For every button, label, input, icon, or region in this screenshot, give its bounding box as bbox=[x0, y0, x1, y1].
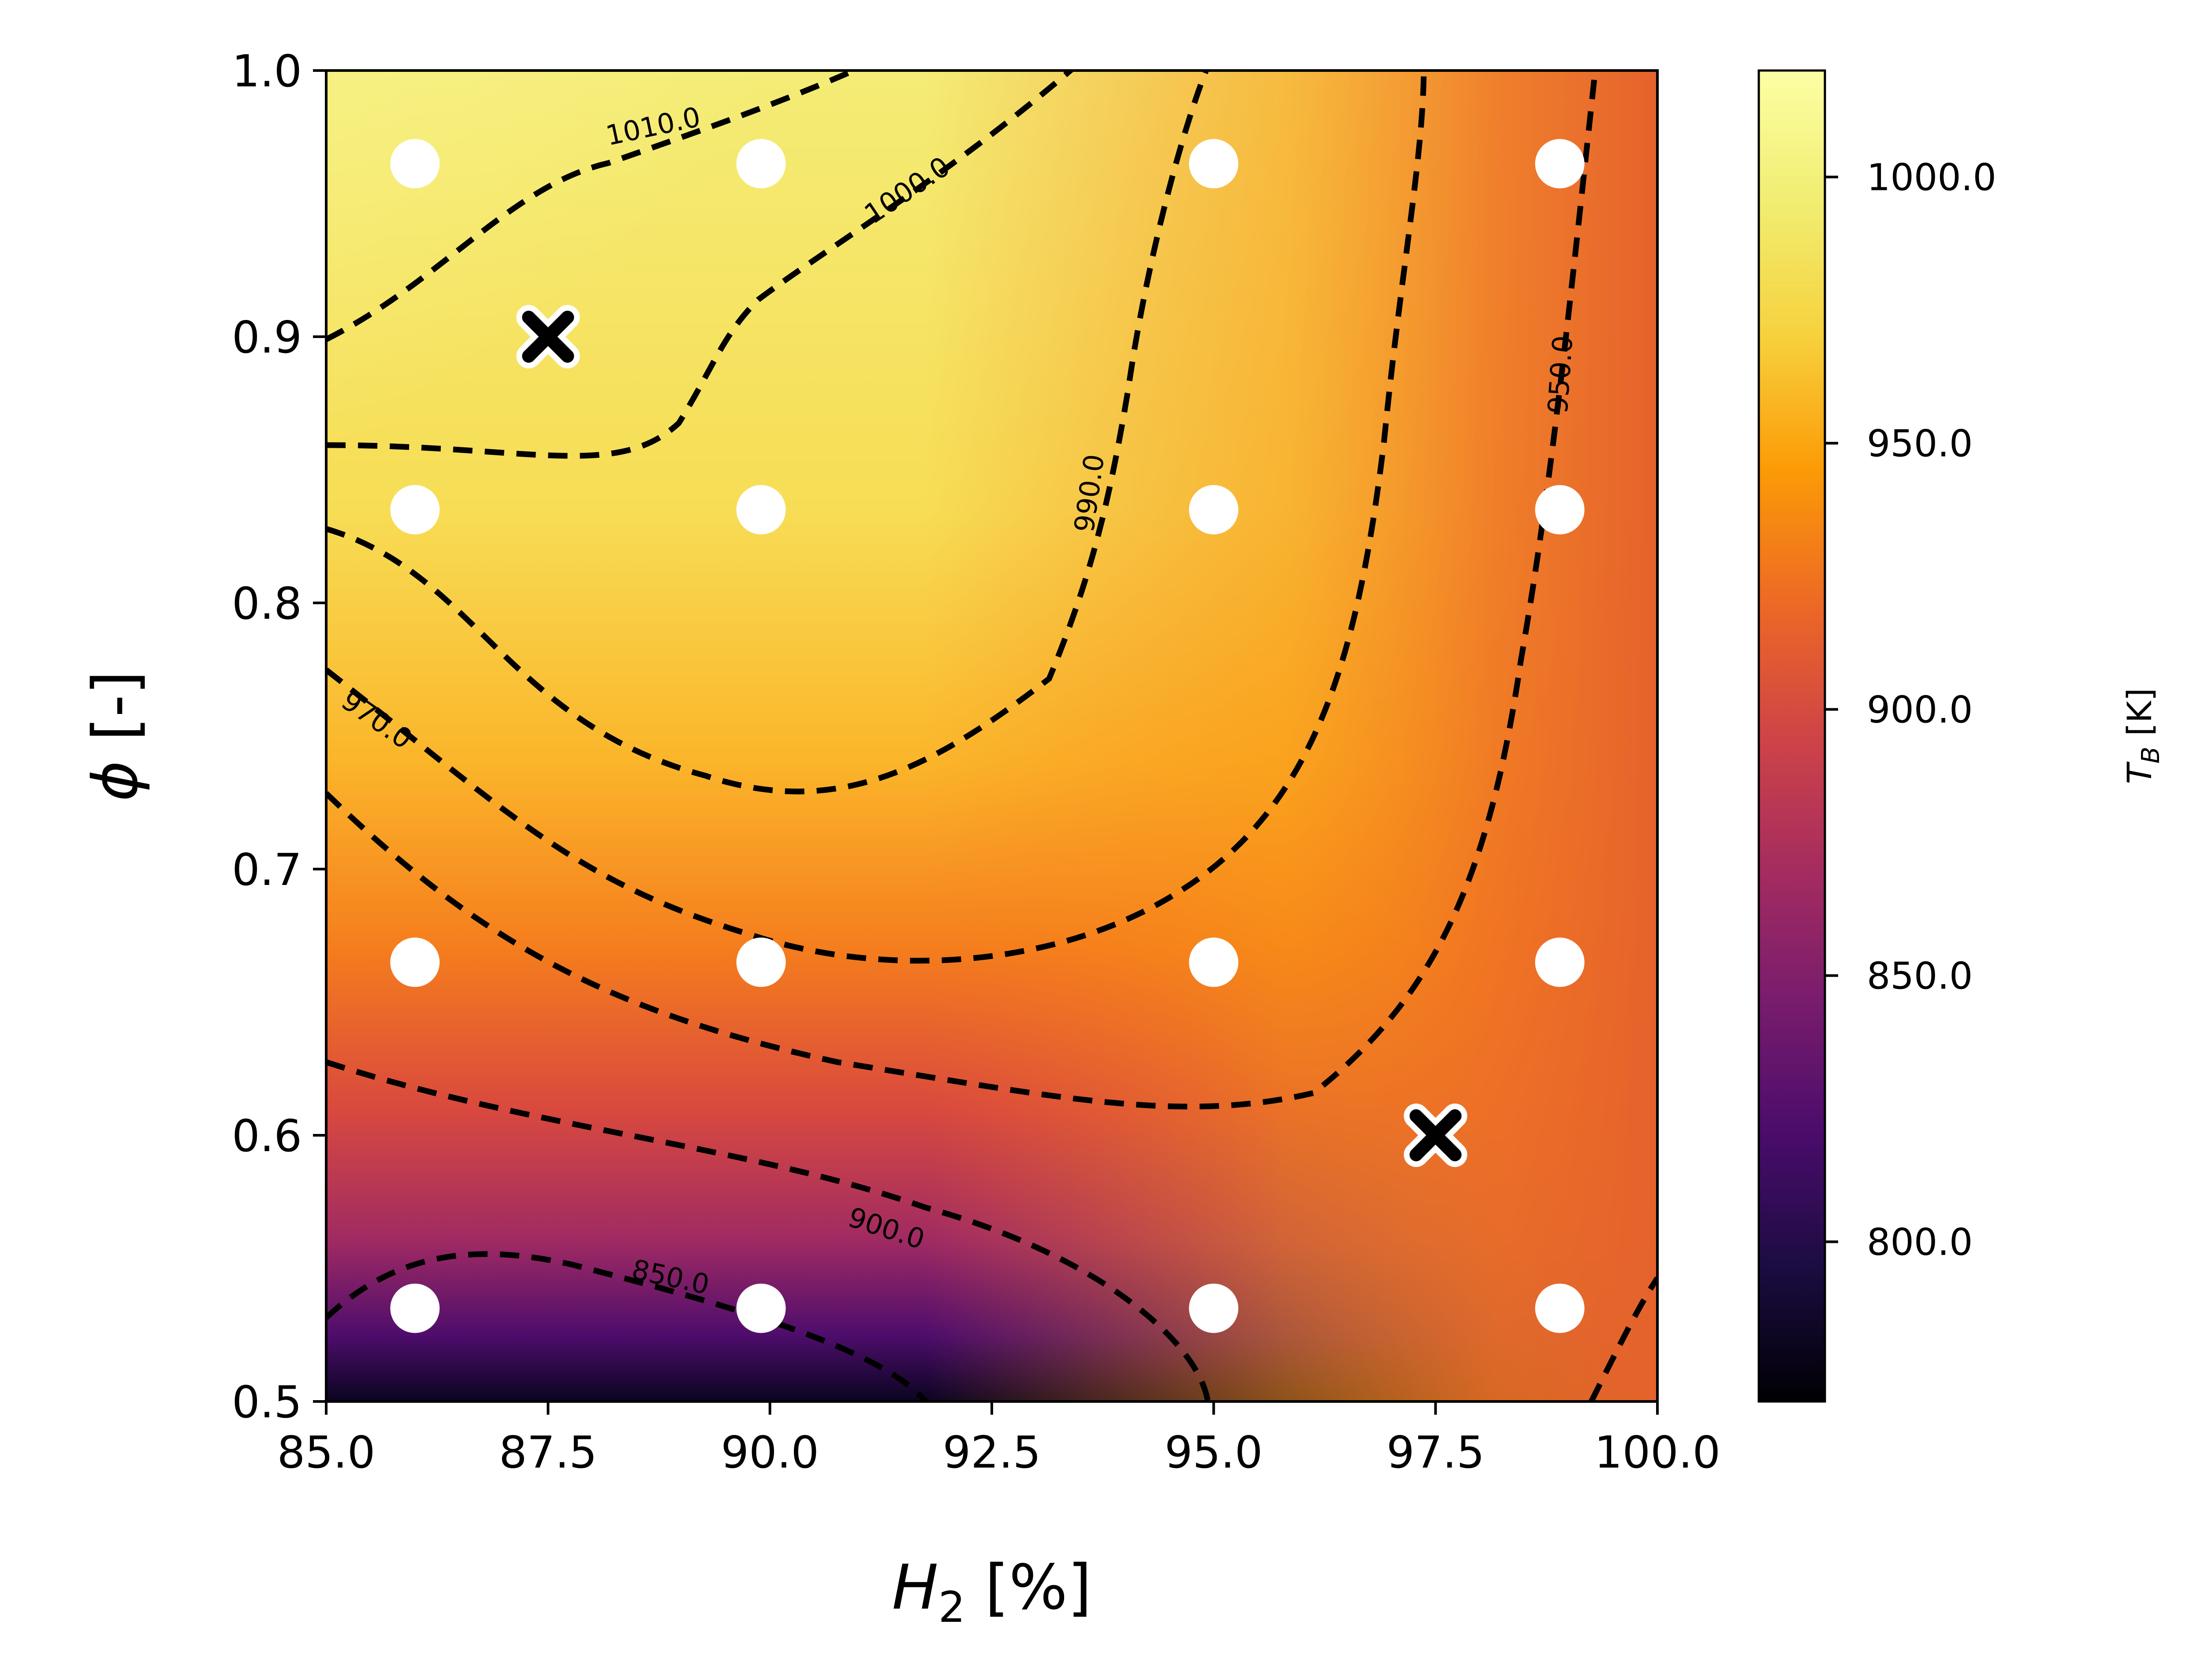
colorbar-title: TB [K] bbox=[2120, 688, 2165, 784]
sample-point-13 bbox=[736, 1283, 786, 1333]
sample-point-12 bbox=[390, 1283, 440, 1333]
contour-line-960 bbox=[326, 71, 1598, 1110]
sample-point-0 bbox=[390, 139, 440, 189]
y-tick-label-2: 0.7 bbox=[232, 844, 302, 896]
sample-point-11 bbox=[1535, 937, 1585, 987]
sample-point-4 bbox=[390, 485, 440, 535]
contour-lines bbox=[326, 71, 1657, 1401]
y-axis-title: ϕ [-] bbox=[80, 671, 152, 802]
x-axis: 85.0 87.5 90.0 92.5 95.0 97.5 100.0 bbox=[277, 1401, 1720, 1478]
sample-point-10 bbox=[1189, 937, 1239, 987]
colorbar-gradient bbox=[1757, 69, 1826, 1403]
x-tick-label-1: 87.5 bbox=[499, 1427, 597, 1478]
colorbar-tick-label-3: 950.0 bbox=[1867, 422, 1973, 465]
x-tick-label-5: 97.5 bbox=[1386, 1427, 1485, 1478]
sample-point-15 bbox=[1535, 1283, 1585, 1333]
heatmap-field bbox=[326, 71, 1657, 1401]
contour-line-1000 bbox=[326, 71, 1075, 459]
sample-point-14 bbox=[1189, 1283, 1239, 1333]
y-tick-label-1: 0.6 bbox=[232, 1110, 302, 1162]
sample-point-2 bbox=[1189, 139, 1239, 189]
sample-points bbox=[390, 139, 1585, 1333]
sample-point-7 bbox=[1535, 485, 1585, 535]
optimum-marker-0 bbox=[516, 305, 580, 368]
y-tick-label-5: 1.0 bbox=[232, 45, 302, 97]
sample-point-6 bbox=[1189, 485, 1239, 535]
sample-point-3 bbox=[1535, 139, 1585, 189]
y-tick-label-3: 0.8 bbox=[232, 578, 302, 629]
contour-line-970 bbox=[326, 71, 1427, 964]
colorbar-tick-label-2: 900.0 bbox=[1867, 688, 1973, 732]
x-tick-label-6: 100.0 bbox=[1594, 1427, 1720, 1478]
optimum-marker-1 bbox=[1404, 1104, 1467, 1167]
optimum-markers bbox=[516, 305, 1467, 1167]
contour-line-990 bbox=[326, 71, 1210, 795]
colorbar-tick-label-0: 800.0 bbox=[1867, 1221, 1973, 1264]
y-tick-label-0: 0.5 bbox=[232, 1376, 302, 1428]
sample-point-5 bbox=[736, 485, 786, 535]
sample-point-1 bbox=[736, 139, 786, 189]
x-tick-label-0: 85.0 bbox=[277, 1427, 376, 1478]
x-tick-label-2: 90.0 bbox=[721, 1427, 819, 1478]
contour-line-900 bbox=[326, 1059, 1211, 1401]
contour-line-1010 bbox=[326, 71, 861, 342]
sample-point-9 bbox=[736, 937, 786, 987]
x-tick-label-3: 92.5 bbox=[943, 1427, 1041, 1478]
y-axis: 0.5 0.6 0.7 0.8 0.9 1.0 bbox=[232, 45, 326, 1428]
y-tick-label-4: 0.9 bbox=[232, 312, 302, 363]
colorbar-tick-label-4: 1000.0 bbox=[1867, 156, 1996, 199]
x-tick-label-4: 95.0 bbox=[1165, 1427, 1263, 1478]
colorbar-tick-label-1: 850.0 bbox=[1867, 955, 1973, 998]
x-axis-title: H2 [%] bbox=[892, 1552, 1091, 1632]
colorbar-ticks: 800.0 850.0 900.0 950.0 1000.0 bbox=[1825, 156, 1996, 1264]
colorbar: 800.0 850.0 900.0 950.0 1000.0 TB [K] bbox=[1757, 69, 2165, 1403]
contour-line-950-corner bbox=[1589, 1276, 1657, 1401]
contour-label-950: 950.0 bbox=[1541, 335, 1579, 415]
sample-point-8 bbox=[390, 937, 440, 987]
